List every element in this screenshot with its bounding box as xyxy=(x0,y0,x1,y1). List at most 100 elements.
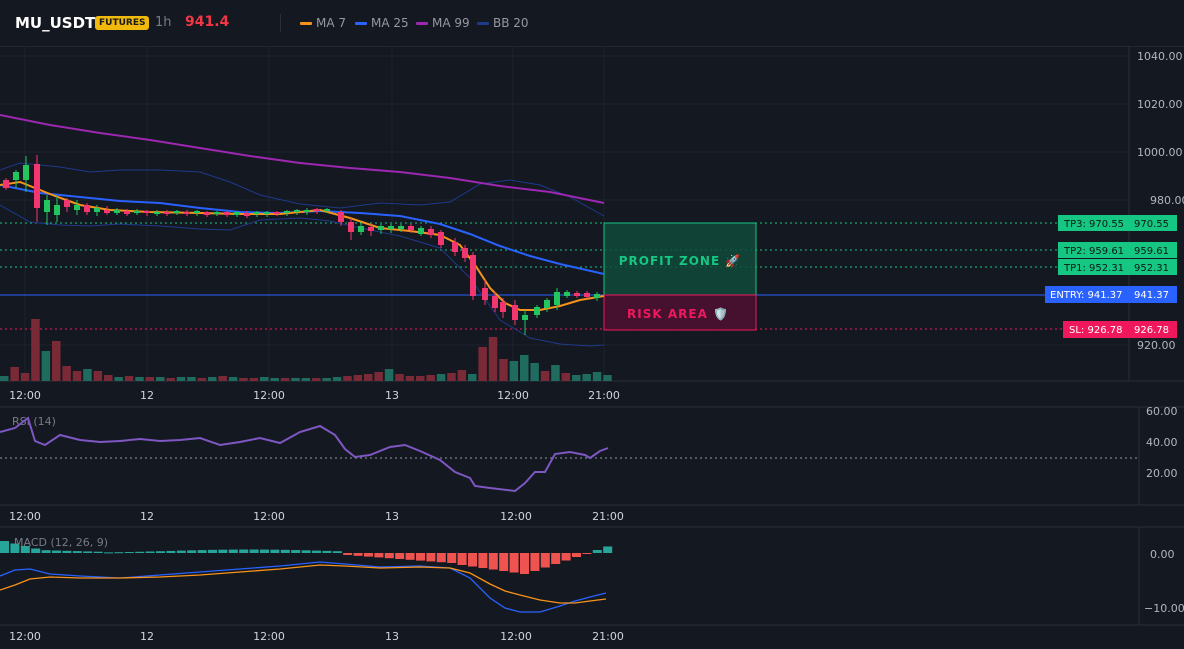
macd-histogram-bar xyxy=(10,543,20,553)
legend-bb20[interactable]: BB 20 xyxy=(477,16,529,30)
candle xyxy=(154,210,160,216)
macd-histogram-bar xyxy=(488,553,498,570)
tp1-tag[interactable]: TP1: 952.31 952.31 xyxy=(1058,259,1177,275)
candle xyxy=(164,210,170,216)
candle xyxy=(564,290,570,298)
volume-bar xyxy=(124,376,134,381)
macd-histogram-bar xyxy=(156,551,165,553)
bb20-swatch xyxy=(477,21,489,25)
volume-bar xyxy=(197,378,207,381)
level-lines xyxy=(0,222,1063,330)
tp2-tag[interactable]: TP2: 959.61 959.61 xyxy=(1058,242,1177,258)
volume-bar xyxy=(93,371,103,381)
time-tick: 12 xyxy=(140,630,154,643)
volume-bar xyxy=(145,377,155,381)
price-tick: 920.00 xyxy=(1137,339,1176,352)
candle xyxy=(470,252,476,300)
macd-histogram-bar xyxy=(228,549,238,553)
volume-bar xyxy=(343,376,352,381)
legend-ma7[interactable]: MA 7 xyxy=(300,16,346,30)
volume-bar xyxy=(499,359,508,381)
macd-histogram-bar xyxy=(374,553,384,558)
entry-tag[interactable]: ENTRY: 941.37 941.37 xyxy=(1045,286,1177,303)
candle xyxy=(314,208,320,214)
volume-bar xyxy=(447,373,456,381)
volume-bar xyxy=(62,366,71,381)
macd-panel[interactable]: MACD (12, 26, 9) 0.00 −10.00 xyxy=(0,536,1184,615)
tp3-tag-value: 970.55 xyxy=(1134,219,1169,230)
time-axis-main[interactable]: 12:00 12 12:00 13 12:00 21:00 xyxy=(9,389,620,402)
legend-ma25[interactable]: MA 25 xyxy=(355,16,409,30)
macd-histogram-bar xyxy=(364,553,373,557)
volume-bar xyxy=(156,377,165,381)
rsi-tick: 20.00 xyxy=(1146,467,1178,480)
volume-bar xyxy=(166,378,175,381)
candle xyxy=(204,211,210,217)
candle xyxy=(214,211,220,216)
symbol-name[interactable]: MU_USDT xyxy=(15,14,96,32)
candle xyxy=(594,292,600,301)
candle xyxy=(348,218,354,240)
candle xyxy=(23,156,29,192)
sl-tag[interactable]: SL: 926.78 926.78 xyxy=(1063,321,1177,338)
macd-histogram xyxy=(0,541,613,574)
macd-histogram-bar xyxy=(270,549,280,553)
last-price: 941.4 xyxy=(185,14,230,30)
candle xyxy=(134,209,140,215)
candle xyxy=(462,245,468,262)
risk-zone-label: RISK AREA 🛡️ xyxy=(627,307,729,321)
macd-histogram-bar xyxy=(145,551,155,553)
macd-histogram-bar xyxy=(332,551,342,553)
legend-ma99[interactable]: MA 99 xyxy=(416,16,470,30)
volume-bar xyxy=(239,378,248,381)
candle xyxy=(64,198,70,212)
candle xyxy=(398,224,404,232)
tp2-tag-label: TP2: 959.61 xyxy=(1063,246,1124,257)
volume-bar xyxy=(260,377,269,381)
volume-bar xyxy=(322,378,331,381)
rsi-panel[interactable]: RSI (14) 60.00 40.00 20.00 xyxy=(0,405,1178,493)
legend-ma99-label: MA 99 xyxy=(432,16,470,30)
time-axis-macd[interactable]: 12:00 12 12:00 13 12:00 21:00 xyxy=(9,630,624,643)
volume-bar xyxy=(374,372,383,381)
macd-histogram-bar xyxy=(322,550,332,553)
time-tick: 12 xyxy=(140,389,154,402)
macd-histogram-bar xyxy=(572,553,581,557)
macd-histogram-bar xyxy=(395,553,405,559)
macd-tick: 0.00 xyxy=(1150,548,1175,561)
macd-label: MACD (12, 26, 9) xyxy=(14,536,108,549)
candle xyxy=(194,210,200,216)
time-tick: 12 xyxy=(140,510,154,523)
candle xyxy=(492,292,498,312)
volume-bar xyxy=(468,374,477,381)
time-axis-rsi[interactable]: 12:00 12 12:00 13 12:00 21:00 xyxy=(9,510,624,523)
volume-bar xyxy=(187,377,196,381)
candle xyxy=(418,226,424,236)
candle xyxy=(452,238,458,256)
volume-bar xyxy=(291,378,300,381)
volume-bar xyxy=(488,337,498,381)
volume-bar xyxy=(52,341,61,381)
macd-histogram-bar xyxy=(447,553,457,563)
macd-histogram-bar xyxy=(83,551,93,553)
candle xyxy=(244,211,250,218)
time-tick: 13 xyxy=(385,510,399,523)
candle xyxy=(74,200,80,215)
candle xyxy=(3,178,9,190)
timeframe-label[interactable]: 1h xyxy=(155,15,172,30)
futures-badge: FUTURES xyxy=(95,16,150,30)
macd-histogram-bar xyxy=(582,553,592,554)
macd-histogram-bar xyxy=(280,549,290,553)
candle xyxy=(274,211,280,216)
volume-bar xyxy=(572,375,581,381)
volume-bar xyxy=(249,378,259,381)
candle xyxy=(124,209,130,216)
candle xyxy=(522,310,528,335)
time-tick: 21:00 xyxy=(592,510,624,523)
price-axis[interactable]: 1040.00 1020.00 1000.00 980.00 920.00 xyxy=(1137,50,1184,352)
candle xyxy=(284,210,290,216)
volume-bar xyxy=(10,367,19,381)
tp3-tag[interactable]: TP3: 970.55 970.55 xyxy=(1058,215,1177,231)
price-tick: 980.00 xyxy=(1150,194,1184,207)
